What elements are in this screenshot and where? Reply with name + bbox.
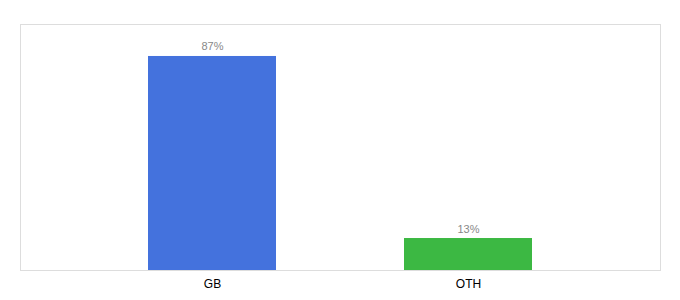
svg-text:OTH: OTH: [456, 277, 481, 291]
svg-text:87%: 87%: [201, 40, 223, 52]
svg-text:GB: GB: [204, 277, 221, 291]
svg-text:13%: 13%: [457, 223, 479, 235]
